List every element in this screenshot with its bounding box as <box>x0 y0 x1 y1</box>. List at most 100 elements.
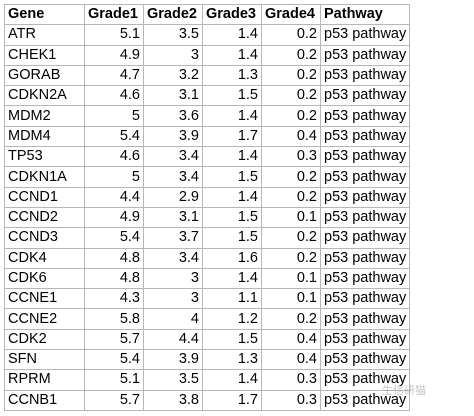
cell-grade2[interactable]: 2.9 <box>143 186 203 208</box>
header-grade2[interactable]: Grade2 <box>143 3 203 26</box>
cell-grade4[interactable]: 0.2 <box>261 24 321 46</box>
header-grade4[interactable]: Grade4 <box>261 3 321 26</box>
cell-grade2[interactable]: 3 <box>143 267 203 290</box>
cell-grade1[interactable]: 4.3 <box>84 288 144 310</box>
cell-grade1[interactable]: 5.7 <box>84 328 144 351</box>
cell-pathway[interactable]: p53 pathway <box>319 105 411 127</box>
cell-grade3[interactable]: 1.4 <box>202 267 262 290</box>
cell-pathway[interactable]: p53 pathway <box>319 44 411 66</box>
cell-grade2[interactable]: 3.1 <box>143 206 203 229</box>
cell-gene[interactable]: GORAB <box>4 64 85 87</box>
cell-pathway[interactable]: p53 pathway <box>319 227 411 249</box>
cell-grade1[interactable]: 4.8 <box>84 247 144 269</box>
cell-grade4[interactable]: 0.3 <box>261 389 321 411</box>
cell-grade1[interactable]: 5.7 <box>84 389 144 411</box>
cell-pathway[interactable]: p53 pathway <box>319 288 411 310</box>
cell-grade1[interactable]: 4.7 <box>84 64 144 87</box>
cell-gene[interactable]: CDK2 <box>4 328 85 351</box>
cell-grade1[interactable]: 4.6 <box>84 146 144 168</box>
cell-grade1[interactable]: 4.8 <box>84 267 144 290</box>
header-grade3[interactable]: Grade3 <box>202 3 262 26</box>
cell-grade4[interactable]: 0.2 <box>261 227 321 249</box>
cell-grade4[interactable]: 0.2 <box>261 44 321 66</box>
cell-grade1[interactable]: 4.4 <box>84 186 144 208</box>
cell-grade3[interactable]: 1.4 <box>202 369 262 391</box>
cell-grade3[interactable]: 1.3 <box>202 64 262 87</box>
cell-grade2[interactable]: 3.2 <box>143 64 203 87</box>
cell-grade2[interactable]: 3.5 <box>143 369 203 391</box>
cell-grade4[interactable]: 0.1 <box>261 288 321 310</box>
cell-grade1[interactable]: 4.9 <box>84 44 144 66</box>
cell-grade2[interactable]: 3.9 <box>143 125 203 148</box>
cell-grade2[interactable]: 3 <box>143 44 203 66</box>
cell-grade3[interactable]: 1.7 <box>202 389 262 411</box>
cell-gene[interactable]: CDK4 <box>4 247 85 269</box>
cell-gene[interactable]: CCNE2 <box>4 308 85 330</box>
cell-gene[interactable]: ATR <box>4 24 85 46</box>
cell-grade3[interactable]: 1.6 <box>202 247 262 269</box>
cell-grade2[interactable]: 3 <box>143 288 203 310</box>
cell-gene[interactable]: CCND3 <box>4 227 85 249</box>
cell-grade3[interactable]: 1.4 <box>202 24 262 46</box>
cell-pathway[interactable]: p53 pathway <box>319 85 411 107</box>
cell-grade3[interactable]: 1.7 <box>202 125 262 148</box>
cell-pathway[interactable]: p53 pathway <box>319 24 411 46</box>
cell-grade3[interactable]: 1.4 <box>202 44 262 66</box>
cell-gene[interactable]: CCND1 <box>4 186 85 208</box>
cell-gene[interactable]: CDK6 <box>4 267 85 290</box>
cell-grade1[interactable]: 5.1 <box>84 24 144 46</box>
cell-grade3[interactable]: 1.5 <box>202 227 262 249</box>
cell-pathway[interactable]: p53 pathway <box>319 328 411 351</box>
header-pathway[interactable]: Pathway <box>319 3 411 26</box>
cell-grade2[interactable]: 4.4 <box>143 328 203 351</box>
cell-grade4[interactable]: 0.2 <box>261 105 321 127</box>
cell-gene[interactable]: CHEK1 <box>4 44 85 66</box>
cell-grade1[interactable]: 4.6 <box>84 85 144 107</box>
cell-grade1[interactable]: 5 <box>84 166 144 188</box>
cell-gene[interactable]: TP53 <box>4 146 85 168</box>
cell-pathway[interactable]: p53 pathway <box>319 267 411 290</box>
cell-gene[interactable]: CCNB1 <box>4 389 85 411</box>
cell-grade4[interactable]: 0.2 <box>261 64 321 87</box>
cell-gene[interactable]: CCNE1 <box>4 288 85 310</box>
cell-gene[interactable]: CCND2 <box>4 206 85 229</box>
cell-pathway[interactable]: p53 pathway <box>319 389 411 411</box>
cell-grade2[interactable]: 4 <box>143 308 203 330</box>
cell-grade3[interactable]: 1.5 <box>202 166 262 188</box>
cell-grade3[interactable]: 1.4 <box>202 146 262 168</box>
cell-grade2[interactable]: 3.6 <box>143 105 203 127</box>
cell-grade1[interactable]: 5.8 <box>84 308 144 330</box>
cell-grade2[interactable]: 3.8 <box>143 389 203 411</box>
cell-grade3[interactable]: 1.1 <box>202 288 262 310</box>
cell-pathway[interactable]: p53 pathway <box>319 349 411 371</box>
cell-grade2[interactable]: 3.4 <box>143 247 203 269</box>
cell-grade3[interactable]: 1.5 <box>202 328 262 351</box>
cell-grade3[interactable]: 1.3 <box>202 349 262 371</box>
cell-grade4[interactable]: 0.3 <box>261 146 321 168</box>
cell-grade1[interactable]: 5.4 <box>84 227 144 249</box>
cell-grade4[interactable]: 0.2 <box>261 247 321 269</box>
cell-gene[interactable]: MDM4 <box>4 125 85 148</box>
cell-grade1[interactable]: 4.9 <box>84 206 144 229</box>
cell-grade4[interactable]: 0.2 <box>261 166 321 188</box>
header-grade1[interactable]: Grade1 <box>84 3 144 26</box>
cell-grade4[interactable]: 0.3 <box>261 369 321 391</box>
cell-pathway[interactable]: p53 pathway <box>319 308 411 330</box>
cell-grade2[interactable]: 3.7 <box>143 227 203 249</box>
cell-grade4[interactable]: 0.2 <box>261 186 321 208</box>
cell-grade2[interactable]: 3.4 <box>143 166 203 188</box>
cell-grade4[interactable]: 0.4 <box>261 349 321 371</box>
cell-grade3[interactable]: 1.4 <box>202 105 262 127</box>
cell-pathway[interactable]: p53 pathway <box>319 369 411 391</box>
header-gene[interactable]: Gene <box>4 3 85 26</box>
cell-pathway[interactable]: p53 pathway <box>319 206 411 229</box>
cell-gene[interactable]: CDKN2A <box>4 85 85 107</box>
cell-grade2[interactable]: 3.4 <box>143 146 203 168</box>
cell-gene[interactable]: MDM2 <box>4 105 85 127</box>
cell-grade2[interactable]: 3.1 <box>143 85 203 107</box>
cell-gene[interactable]: RPRM <box>4 369 85 391</box>
cell-grade1[interactable]: 5.4 <box>84 349 144 371</box>
cell-grade3[interactable]: 1.2 <box>202 308 262 330</box>
cell-grade4[interactable]: 0.1 <box>261 267 321 290</box>
cell-grade4[interactable]: 0.4 <box>261 125 321 148</box>
